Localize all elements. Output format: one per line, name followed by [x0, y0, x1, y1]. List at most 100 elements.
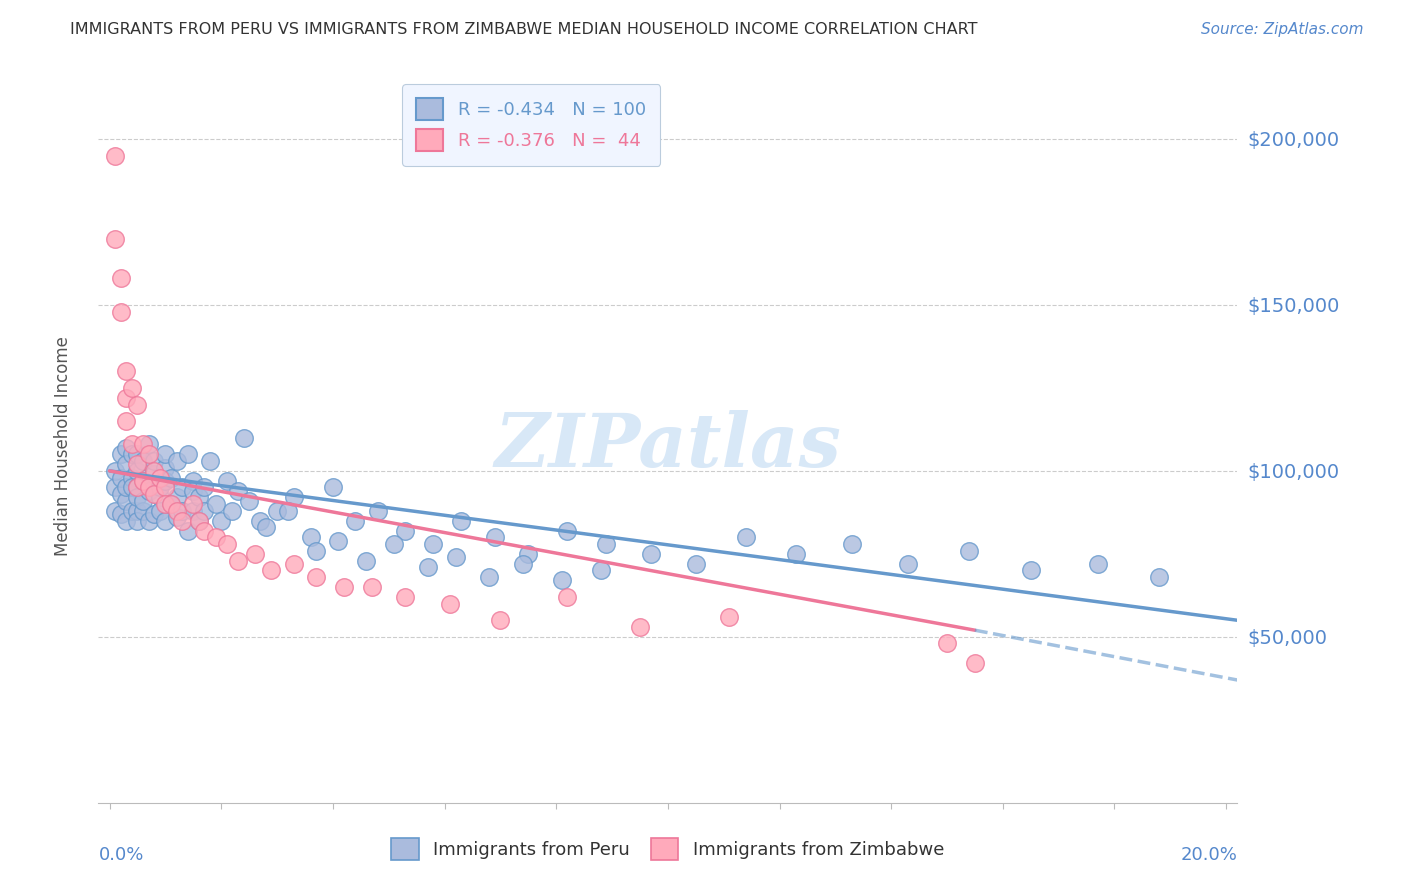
Point — [344, 514, 367, 528]
Point — [249, 514, 271, 528]
Point — [155, 447, 177, 461]
Point — [305, 570, 328, 584]
Point — [897, 557, 920, 571]
Point — [110, 470, 132, 484]
Point — [232, 431, 254, 445]
Point — [589, 564, 612, 578]
Point — [121, 481, 143, 495]
Point — [104, 231, 127, 245]
Point — [110, 304, 132, 318]
Point — [155, 474, 177, 488]
Text: 0.0%: 0.0% — [98, 846, 143, 863]
Point — [155, 481, 177, 495]
Point — [127, 447, 149, 461]
Point — [166, 504, 188, 518]
Point — [299, 530, 322, 544]
Point — [936, 636, 959, 650]
Point — [104, 148, 127, 162]
Point — [138, 514, 160, 528]
Point — [221, 504, 243, 518]
Point — [121, 437, 143, 451]
Point — [138, 447, 160, 461]
Point — [183, 483, 205, 498]
Point — [215, 474, 238, 488]
Point — [735, 530, 758, 544]
Point — [143, 454, 166, 468]
Legend: Immigrants from Peru, Immigrants from Zimbabwe: Immigrants from Peru, Immigrants from Zi… — [378, 825, 957, 872]
Point — [957, 543, 980, 558]
Point — [115, 391, 138, 405]
Point — [557, 524, 579, 538]
Point — [183, 474, 205, 488]
Point — [127, 397, 149, 411]
Point — [110, 507, 132, 521]
Point — [484, 530, 506, 544]
Point — [226, 553, 249, 567]
Point — [193, 481, 215, 495]
Point — [160, 497, 183, 511]
Point — [115, 364, 138, 378]
Point — [277, 504, 299, 518]
Point — [394, 524, 416, 538]
Point — [121, 470, 143, 484]
Point — [127, 464, 149, 478]
Point — [450, 514, 472, 528]
Point — [416, 560, 439, 574]
Point — [115, 441, 138, 455]
Point — [204, 497, 226, 511]
Point — [367, 504, 389, 518]
Point — [149, 491, 172, 505]
Point — [718, 610, 741, 624]
Point — [104, 504, 127, 518]
Point — [155, 514, 177, 528]
Point — [172, 504, 194, 518]
Point — [361, 580, 384, 594]
Point — [394, 590, 416, 604]
Point — [551, 574, 574, 588]
Point — [187, 514, 209, 528]
Point — [328, 533, 350, 548]
Point — [110, 447, 132, 461]
Point — [138, 437, 160, 451]
Point — [517, 547, 540, 561]
Point — [841, 537, 863, 551]
Point — [132, 504, 155, 518]
Point — [121, 381, 143, 395]
Point — [121, 447, 143, 461]
Point — [266, 504, 288, 518]
Point — [149, 481, 172, 495]
Point — [160, 497, 183, 511]
Point — [127, 491, 149, 505]
Point — [444, 550, 467, 565]
Point — [132, 474, 155, 488]
Text: Source: ZipAtlas.com: Source: ZipAtlas.com — [1201, 22, 1364, 37]
Point — [198, 454, 221, 468]
Point — [138, 481, 160, 495]
Point — [166, 491, 188, 505]
Point — [155, 460, 177, 475]
Point — [149, 470, 172, 484]
Point — [193, 524, 215, 538]
Point — [305, 543, 328, 558]
Point — [1019, 564, 1042, 578]
Point — [132, 437, 155, 451]
Point — [138, 483, 160, 498]
Point — [177, 447, 200, 461]
Point — [187, 491, 209, 505]
Point — [512, 557, 534, 571]
Point — [1087, 557, 1109, 571]
Point — [143, 464, 166, 478]
Point — [283, 557, 305, 571]
Point — [204, 530, 226, 544]
Point — [104, 464, 127, 478]
Point — [640, 547, 662, 561]
Point — [963, 657, 986, 671]
Point — [557, 590, 579, 604]
Point — [183, 497, 205, 511]
Point — [115, 414, 138, 428]
Point — [333, 580, 356, 594]
Point — [127, 457, 149, 471]
Point — [172, 514, 194, 528]
Point — [478, 570, 501, 584]
Point — [115, 514, 138, 528]
